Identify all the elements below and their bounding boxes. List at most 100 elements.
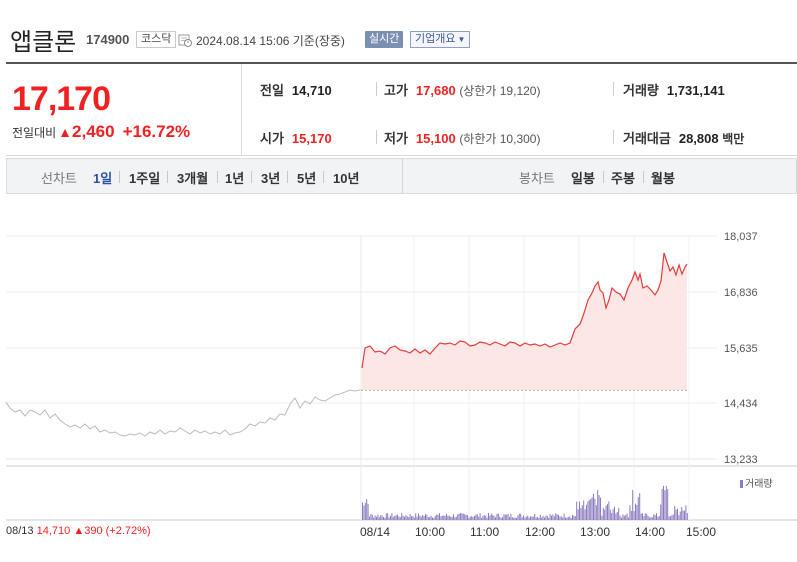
volume-bar [677,508,678,520]
divider [613,130,614,144]
volume-bar [401,513,403,520]
volume-bar [640,513,642,520]
volume-bar [523,515,524,520]
tab-divider [603,171,604,183]
x-tick-label: 12:00 [525,525,555,539]
volume-bar [584,509,586,520]
volume-bar [537,517,538,520]
volume-bar [611,513,613,520]
volume-bar [467,515,468,520]
volume-bar [398,516,400,520]
tab-1-week[interactable]: 1주일 [129,171,161,186]
stock-code: 174900 [86,32,130,47]
volume-bar [446,513,447,520]
volume-bar [605,505,607,520]
volume-bar [551,515,552,520]
tab-monthly-candle[interactable]: 월봉 [651,171,675,186]
tab-divider [287,171,288,183]
volume-bar [525,516,527,520]
volume-bar [366,499,368,520]
volume-bar [563,513,565,520]
volume-bar [642,513,643,520]
volume-bar [566,517,568,520]
volume-bar [664,490,666,520]
volume-bar [516,517,517,520]
price-chart[interactable]: 18,037 16,836 15,635 14,434 13,233 거래량 0… [0,196,797,557]
up-triangle-icon: ▲ [58,124,73,140]
volume-bar [409,514,411,520]
x-tick-label: 13:00 [580,525,610,539]
volume-bar [381,515,383,520]
volume-bar [457,514,459,520]
volume-bar [672,514,674,520]
low-label: 저가 [384,131,408,146]
volume-bar [520,513,522,520]
volume-bar [565,517,566,520]
volume-bar [625,515,627,520]
tab-daily-candle[interactable]: 일봉 [571,171,595,186]
volume-bar [579,501,580,520]
volume-bar [532,516,534,520]
volume-bar [623,515,625,520]
volume-bar [570,517,572,520]
volume-bar [413,517,415,520]
volume-bar [482,516,484,520]
volume-bar [416,516,418,520]
volume-bar [629,505,631,520]
volume-bar [636,505,638,520]
open-label: 시가 [260,131,284,146]
volume-bar [572,515,573,520]
volume-bar [504,514,506,520]
volume-bar [420,516,422,520]
volume-bar [411,516,412,520]
volume-bar [392,517,394,520]
divider [376,130,377,144]
volume-bar [650,516,652,520]
volume-bar [651,517,653,520]
amount-label: 거래대금 [623,131,671,146]
open-cell: 시가 15,170 [260,128,332,147]
tab-10-years[interactable]: 10년 [333,171,360,186]
tab-1-day[interactable]: 1일 [93,171,113,186]
tab-3-years[interactable]: 3년 [261,171,281,186]
volume-bar [497,513,499,520]
volume-bar [619,515,621,520]
volume-bar [679,511,681,520]
volume-bar [665,485,667,520]
volume-bar [649,517,650,520]
x-tick-label: 14:00 [635,525,665,539]
divider [376,82,377,96]
volume-bar [439,513,440,520]
y-axis-labels: 18,037 16,836 15,635 14,434 13,233 [724,231,758,466]
volume-bar [581,505,583,520]
tab-5-years[interactable]: 5년 [297,171,317,186]
volume-bar [521,517,523,520]
tabs-divider [402,159,403,193]
volume-bar [549,514,551,520]
volume-bar [530,516,531,520]
volume-bar [507,513,509,520]
volume-bar [475,514,477,520]
volume-bar [587,501,589,520]
volume-bar [440,516,442,520]
volume-bar [671,515,673,520]
amount-cell: 거래대금 28,808 백만 [623,128,744,147]
volume-bar [574,516,576,520]
tab-1-year[interactable]: 1년 [225,171,245,186]
volume-bar [602,507,604,520]
volume-bar [367,503,369,520]
prev-day-info: 08/13 14,710 ▲390 (+2.72%) [6,525,151,537]
tab-3-months[interactable]: 3개월 [177,171,209,186]
volume-bar [545,515,547,520]
volume-bar [615,513,617,520]
volume-bar [460,513,461,520]
volume-bar [653,514,655,520]
volume-bar [548,518,550,520]
realtime-button[interactable]: 실시간 [365,31,404,48]
volume-bar [663,485,664,520]
tab-divider [251,171,252,183]
volume-bar [511,517,513,520]
tab-weekly-candle[interactable]: 주봉 [611,171,635,186]
volume-bar [385,513,387,520]
company-overview-button[interactable]: 기업개요 ▼ [410,31,471,48]
